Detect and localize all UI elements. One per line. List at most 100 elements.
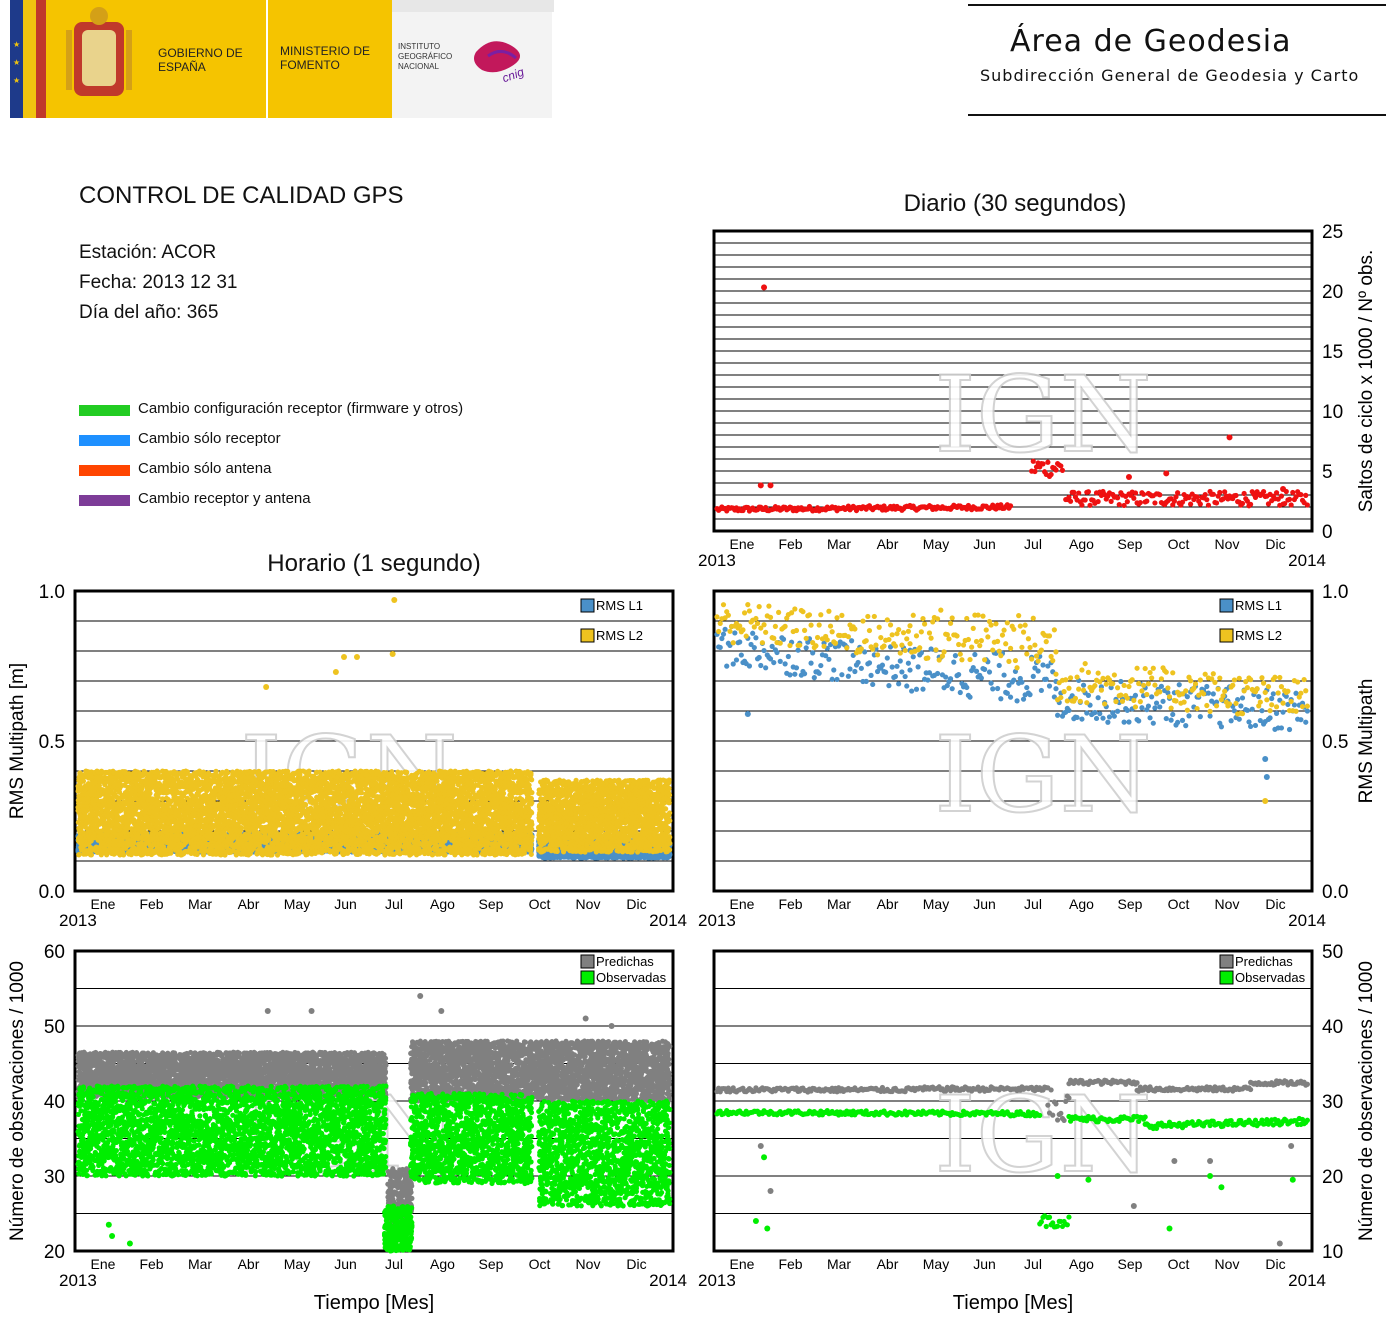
data-point [767, 482, 774, 489]
logo-band [392, 0, 554, 12]
data-point [1304, 502, 1310, 508]
month-tick-label: Oct [1168, 536, 1190, 552]
data-point [1265, 501, 1272, 507]
gobierno-logo: GOBIERNO DE ESPAÑA [46, 0, 266, 118]
data-point [1076, 490, 1082, 496]
date-label: Fecha: 2013 12 31 [79, 272, 237, 294]
data-point [1226, 434, 1233, 441]
data-point [1260, 489, 1267, 495]
header-rule-bottom [968, 114, 1386, 116]
month-tick-label: Jun [973, 536, 996, 552]
year-start-label: 2013 [698, 551, 736, 570]
data-point [1053, 467, 1059, 473]
data-point [1152, 500, 1158, 506]
ign-logo: INSTITUTO GEOGRÁFICO NACIONAL cnig [392, 12, 552, 118]
month-tick-label: Mar [827, 536, 851, 552]
area-subtitle: Subdirección General de Geodesia y Carto [980, 66, 1386, 85]
data-point [1241, 490, 1247, 497]
data-point [1278, 493, 1285, 499]
data-point [1197, 501, 1203, 507]
data-point [1210, 491, 1216, 497]
data-point [1288, 502, 1294, 508]
data-point [761, 284, 768, 291]
data-point [1079, 502, 1085, 508]
legend-swatch [79, 465, 130, 476]
data-point [1132, 490, 1139, 496]
month-tick-label: Jul [1024, 536, 1042, 552]
data-point [1194, 494, 1200, 500]
data-point [1071, 489, 1077, 495]
data-point [1030, 458, 1036, 464]
data-point [1222, 489, 1228, 495]
coat-of-arms-icon [66, 7, 132, 96]
data-point [1217, 489, 1223, 496]
data-point [1137, 499, 1143, 506]
data-point [1115, 495, 1121, 501]
month-tick-label: Sep [1118, 536, 1143, 552]
month-tick-label: Feb [778, 536, 802, 552]
data-point [1124, 499, 1130, 505]
data-point [1202, 492, 1208, 498]
header-rule-top [968, 4, 1386, 6]
data-point [1066, 494, 1072, 500]
data-point [1085, 489, 1092, 495]
month-tick-label: Dic [1265, 536, 1285, 552]
data-point [1095, 498, 1101, 505]
daily-section-title: Diario (30 segundos) [815, 190, 1215, 218]
instituto-label: INSTITUTO GEOGRÁFICO NACIONAL [398, 42, 462, 72]
data-point [1248, 501, 1254, 507]
legend-swatch [79, 405, 130, 416]
data-point [1205, 502, 1212, 508]
legend-label: Cambio receptor y antena [138, 490, 311, 507]
y-tick-label: 5 [1322, 462, 1333, 483]
data-point [1067, 498, 1074, 504]
data-point [757, 482, 764, 489]
data-point [1140, 491, 1147, 497]
data-point [1121, 502, 1127, 509]
area-title: Área de Geodesia [1010, 24, 1386, 59]
ministerio-logo: MINISTERIO DE FOMENTO [268, 0, 392, 118]
data-point [1290, 489, 1296, 496]
data-point [1188, 501, 1194, 507]
data-point [1087, 502, 1093, 508]
data-point [1163, 470, 1170, 477]
data-point [1233, 492, 1239, 499]
eu-flag-icon: ★ ★ ★ [10, 0, 23, 118]
data-point [1179, 499, 1186, 505]
flag-stripe [36, 0, 46, 118]
data-point [1108, 498, 1114, 504]
data-point [1298, 492, 1304, 498]
y-tick-label: 10 [1322, 402, 1343, 423]
hourly-section-title: Horario (1 segundo) [174, 550, 574, 578]
month-tick-label: Ago [1069, 536, 1094, 552]
data-point [1280, 486, 1287, 492]
month-tick-label: Nov [1215, 536, 1240, 552]
y-tick-label: 25 [1322, 222, 1343, 243]
header-logos: ★ ★ ★ GOBIERNO DE ESPAÑA MINISTERIO DE F… [10, 0, 554, 118]
data-point [1157, 492, 1163, 498]
station-label: Estación: ACOR [79, 242, 216, 264]
data-point [1171, 498, 1177, 504]
doy-label: Día del año: 365 [79, 302, 218, 324]
data-point [1040, 461, 1046, 467]
data-point [1303, 492, 1309, 498]
data-point [1173, 494, 1179, 500]
data-point [1239, 500, 1246, 507]
data-point [1007, 503, 1014, 509]
data-point [1059, 467, 1066, 473]
legend-swatch [79, 495, 130, 506]
data-point [1125, 474, 1132, 480]
data-point [1186, 494, 1192, 501]
month-tick-label: Abr [877, 536, 899, 552]
y-tick-label: 20 [1322, 282, 1343, 303]
data-point [1282, 500, 1288, 507]
data-point [1058, 463, 1064, 469]
data-point [1131, 495, 1137, 501]
data-point [881, 503, 887, 509]
legend-label: Cambio sólo antena [138, 460, 271, 477]
page-title: CONTROL DE CALIDAD GPS [79, 182, 404, 210]
ign-watermark: IGN [934, 354, 1151, 476]
plot-frame [712, 229, 1314, 533]
